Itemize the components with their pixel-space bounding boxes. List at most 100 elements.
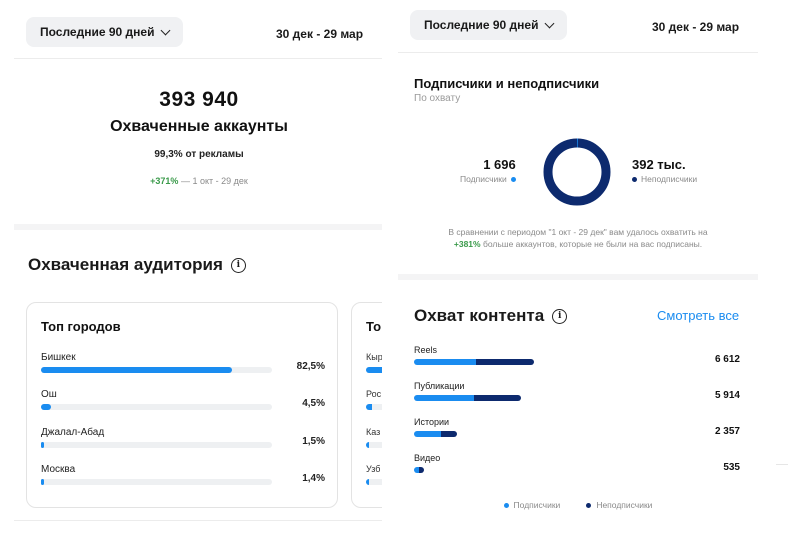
country-bar-track	[366, 367, 382, 373]
city-bar-track	[41, 442, 272, 448]
content-reach-title-text: Охват контента	[414, 306, 545, 325]
country-bar-track	[366, 404, 382, 410]
followers-content-panel: Последние 90 дней 30 дек - 29 мар Подпис…	[398, 0, 758, 542]
content-bar-followers	[414, 395, 475, 401]
city-bar-track	[41, 479, 272, 485]
info-icon[interactable]: i	[552, 308, 568, 324]
growth-period: — 1 окт - 29 дек	[178, 176, 248, 186]
chevron-down-icon	[545, 18, 555, 28]
city-percent: 1,5%	[302, 436, 325, 447]
divider	[776, 464, 788, 465]
followers-stat: 1 696 Подписчики	[460, 157, 516, 184]
country-bar-fill	[366, 367, 382, 373]
content-reach-title: Охват контента i	[414, 306, 568, 326]
section-separator	[398, 274, 758, 280]
nonfollowers-dot-icon	[632, 176, 637, 182]
content-bar-nonfollowers	[476, 359, 534, 365]
ads-share-text: 99,3% от рекламы	[154, 149, 244, 160]
comparison-percent: +381%	[453, 239, 481, 249]
content-value: 5 914	[714, 390, 740, 401]
growth-value: +371%	[150, 176, 179, 186]
nonfollowers-stat: 392 тыс. Неподписчики	[632, 157, 697, 184]
nonfollowers-value: 392 тыс.	[632, 157, 686, 172]
top-countries-card: То Кыр Рос Каз Узб	[351, 302, 382, 508]
date-range-dropdown[interactable]: Последние 90 дней	[410, 10, 568, 40]
date-range-dropdown[interactable]: Последние 90 дней	[26, 17, 184, 47]
nonfollowers-label-row: Неподписчики	[632, 174, 697, 184]
see-all-link[interactable]: Смотреть все	[657, 308, 740, 323]
followers-dot-icon	[510, 176, 516, 182]
country-name: Узб	[366, 464, 381, 474]
content-value: 2 357	[714, 426, 740, 437]
content-bar-nonfollowers	[440, 431, 457, 437]
city-row: Ош 4,5%	[41, 389, 325, 419]
city-name: Ош	[41, 389, 57, 400]
donut-followers-arc	[543, 138, 611, 206]
city-row: Джалал-Абад 1,5%	[41, 427, 325, 457]
content-label: Истории	[414, 417, 450, 427]
date-range-text: 30 дек - 29 мар	[652, 20, 740, 34]
country-name: Кыр	[366, 352, 382, 362]
country-name: Рос	[366, 389, 382, 399]
city-bar-fill	[41, 479, 44, 485]
city-name: Бишкек	[41, 352, 76, 363]
country-bar-track	[366, 442, 382, 448]
info-icon[interactable]: i	[230, 257, 246, 273]
city-bar-fill	[41, 367, 232, 373]
city-row: Москва 1,4%	[41, 464, 325, 494]
legend-nonfollowers-label: Неподписчики	[596, 500, 653, 510]
country-row: Узб	[366, 464, 382, 485]
content-value: 535	[723, 462, 740, 473]
city-percent: 4,5%	[302, 398, 325, 409]
followers-label: Подписчики	[460, 174, 507, 184]
content-bar-followers	[414, 467, 419, 473]
date-range-dropdown-label: Последние 90 дней	[424, 18, 539, 32]
content-bar	[414, 359, 534, 365]
content-bar	[414, 395, 522, 401]
top-cities-card: Топ городов Бишкек 82,5% Ош 4,5% Джалал-…	[26, 302, 338, 508]
divider	[14, 520, 382, 521]
country-bar-fill	[366, 479, 369, 485]
city-percent: 1,4%	[302, 473, 325, 484]
section-separator	[14, 224, 382, 230]
content-bar	[414, 467, 424, 473]
country-bar-track	[366, 479, 382, 485]
content-bar-followers	[414, 359, 477, 365]
date-range-text: 30 дек - 29 мар	[276, 27, 364, 41]
followers-value: 1 696	[483, 157, 516, 172]
city-percent: 82,5%	[296, 361, 325, 372]
city-name: Москва	[41, 464, 76, 475]
reach-overview-panel: Последние 90 дней 30 дек - 29 мар 393 94…	[0, 0, 382, 542]
content-label: Видео	[414, 453, 441, 463]
country-bar-fill	[366, 442, 369, 448]
comparison-text: В сравнении с периодом "1 окт - 29 дек" …	[408, 226, 748, 250]
content-legend: Подписчики Неподписчики	[398, 500, 758, 510]
followers-section-title: Подписчики и неподписчики	[414, 76, 600, 91]
city-name: Джалал-Абад	[41, 427, 105, 438]
divider	[398, 52, 758, 53]
content-bar-nonfollowers	[474, 395, 522, 401]
divider	[14, 58, 382, 59]
content-row: Публикации 5 914	[414, 381, 740, 401]
chevron-down-icon	[161, 25, 171, 35]
audience-title: Охваченная аудитория i	[28, 255, 246, 275]
country-row: Рос	[366, 389, 382, 410]
top-cities-title: Топ городов	[41, 319, 121, 334]
top-countries-title: То	[366, 319, 382, 334]
growth-line: +371% — 1 окт - 29 дек	[0, 176, 382, 186]
date-range-dropdown-label: Последние 90 дней	[40, 25, 155, 39]
donut-nonfollowers-ring	[543, 138, 611, 206]
content-label: Reels	[414, 345, 438, 355]
content-bar-nonfollowers	[419, 467, 424, 473]
content-label: Публикации	[414, 381, 465, 391]
city-bar-track	[41, 404, 272, 410]
content-row: Истории 2 357	[414, 417, 740, 437]
followers-donut-chart	[543, 138, 611, 206]
city-bar-fill	[41, 442, 44, 448]
comparison-text-main: В сравнении с периодом "1 окт - 29 дек" …	[448, 227, 708, 237]
content-row: Видео 535	[414, 453, 740, 473]
legend-item-followers: Подписчики	[503, 500, 560, 510]
nonfollowers-label: Неподписчики	[641, 174, 698, 184]
city-row: Бишкек 82,5%	[41, 352, 325, 382]
content-bar-followers	[414, 431, 441, 437]
